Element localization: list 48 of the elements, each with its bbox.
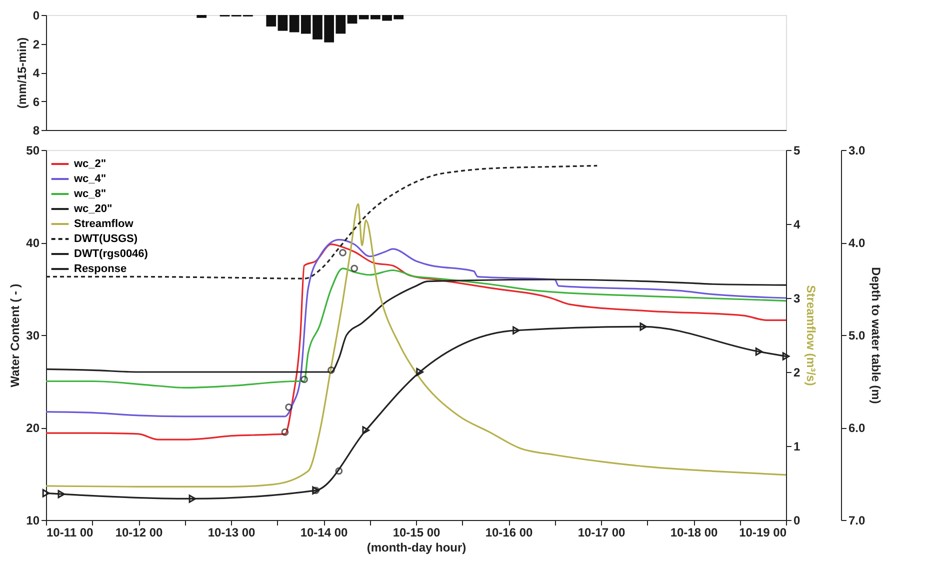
y2-tick-label: 2: [794, 366, 800, 380]
x-tick-label: 10-14 00: [300, 526, 348, 540]
y-tick-label: 0: [32, 8, 40, 22]
x-tick-label: 10-15 00: [392, 526, 441, 540]
x-axis-title: (month-day hour): [366, 540, 466, 554]
y2-tick-label: 4: [794, 218, 800, 232]
y-tick-label: 20: [26, 421, 40, 435]
y-tick-label: 30: [26, 328, 40, 342]
x-tick-label: 10-13 00: [208, 526, 256, 540]
y3-tick-label: 3.0: [848, 144, 866, 158]
y-axis-title: (mm/15-min): [14, 37, 29, 109]
legend-label: wc_8": [73, 188, 106, 200]
y2-tick-label: 3: [794, 292, 800, 306]
y-tick-label: 4: [32, 66, 40, 80]
bar: [278, 15, 288, 31]
x-tick-label: 10-18 00: [670, 526, 718, 540]
y-tick-label: 40: [26, 236, 40, 250]
y2-tick-label: 1: [794, 440, 800, 454]
legend-label: wc_2": [73, 158, 106, 170]
y2-tick-label: 5: [794, 144, 800, 158]
x-tick-label: 10-19 00: [739, 526, 787, 540]
y-axis-title: Water Content ( - ): [8, 284, 22, 388]
x-tick-label: 10-16 00: [485, 526, 534, 540]
legend-label: Streamflow: [74, 218, 134, 230]
y3-tick-label: 7.0: [848, 514, 866, 528]
bar: [266, 15, 276, 26]
bar: [289, 15, 300, 32]
y2-axis-title: Streamflow (m³/s): [804, 285, 818, 386]
y-tick-label: 6: [32, 94, 40, 109]
legend-label: DWT(rgs0046): [74, 248, 148, 260]
y-tick-label: 2: [32, 37, 40, 52]
y3-axis-title: Depth to water table (m): [869, 267, 884, 404]
x-tick-label: 10-17 00: [578, 526, 626, 540]
legend-label: wc_20": [73, 203, 112, 215]
legend-label: Response: [74, 263, 127, 275]
bar: [196, 15, 207, 18]
legend-label: wc_4": [73, 173, 106, 185]
y3-tick-label: 4.0: [848, 236, 866, 250]
y3-tick-label: 6.0: [848, 421, 866, 435]
y-tick-label: 8: [32, 124, 40, 138]
x-tick-label: 10-12 00: [115, 526, 164, 540]
x-tick-label: 10-11 00: [46, 526, 94, 540]
y3-tick-label: 5.0: [848, 328, 866, 342]
y-tick-label: 10: [26, 514, 40, 528]
y-tick-label: 50: [26, 144, 40, 158]
y2-tick-label: 0: [794, 514, 800, 528]
bar: [347, 15, 358, 24]
legend-label: DWT(USGS): [74, 233, 138, 245]
